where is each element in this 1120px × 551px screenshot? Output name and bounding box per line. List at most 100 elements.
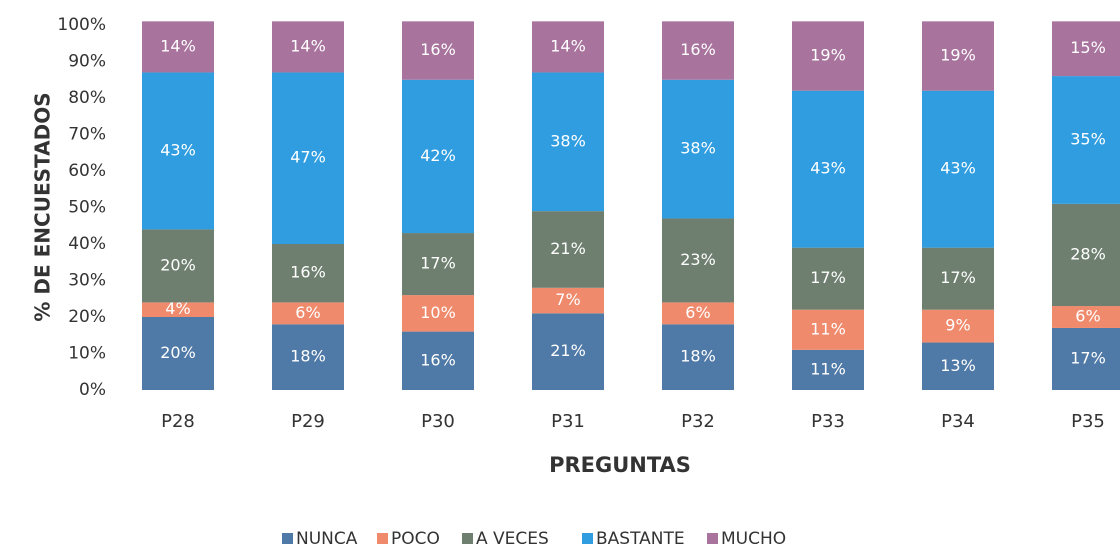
data-label: 17% (420, 254, 456, 273)
data-label: 16% (420, 350, 456, 369)
bar-segment (532, 287, 604, 314)
data-label: 6% (295, 303, 320, 322)
data-label: 16% (290, 263, 326, 282)
legend-swatch (377, 533, 388, 544)
data-label: 20% (160, 343, 196, 362)
y-tick-label: 90% (68, 52, 106, 72)
bar-segment (1052, 76, 1120, 204)
bar-segment (272, 21, 344, 73)
x-axis-label: PREGUNTAS (549, 453, 691, 477)
data-label: 43% (810, 159, 846, 178)
data-label: 42% (420, 146, 456, 165)
data-label: 18% (680, 347, 716, 366)
bar-segment (662, 218, 734, 303)
x-tick-label: P34 (941, 411, 975, 432)
bar-segment (142, 72, 214, 230)
x-tick-label: P35 (1071, 411, 1105, 432)
y-tick-label: 30% (68, 271, 106, 291)
data-label: 21% (550, 341, 586, 360)
bar-segment (662, 21, 734, 80)
data-label: 9% (945, 316, 970, 335)
y-tick-label: 100% (57, 15, 106, 35)
bar-segment (1052, 203, 1120, 307)
bar-segment (402, 331, 474, 390)
bar-segment (402, 295, 474, 332)
bar-segment (142, 317, 214, 390)
bar-segment (922, 247, 994, 310)
bar-segment (1052, 21, 1120, 77)
bar-segment (792, 21, 864, 91)
x-tick-label: P33 (811, 411, 845, 432)
bar-segment (922, 21, 994, 91)
y-tick-label: 70% (68, 125, 106, 145)
bar-segment (402, 233, 474, 296)
bar-segment (532, 72, 604, 212)
bar-segment (532, 313, 604, 390)
y-axis-label: % DE ENCUESTADOS (31, 92, 55, 321)
bar-segment (272, 72, 344, 244)
y-tick-label: 0% (79, 380, 106, 400)
data-label: 43% (940, 159, 976, 178)
bar-segment (1052, 306, 1120, 328)
x-tick-label: P29 (291, 411, 325, 432)
data-label: 11% (810, 359, 846, 378)
bar-segment (402, 79, 474, 234)
bar-segment (272, 324, 344, 390)
bar-segment (142, 229, 214, 303)
bar-segment (922, 342, 994, 390)
legend-label: MUCHO (721, 529, 786, 549)
bar-segment (402, 21, 474, 80)
bar-segment (922, 309, 994, 343)
data-label: 18% (290, 347, 326, 366)
bar-segment (662, 324, 734, 390)
data-label: 13% (940, 356, 976, 375)
data-label: 17% (1070, 348, 1106, 367)
bar-segment (792, 247, 864, 310)
data-label: 47% (290, 148, 326, 167)
x-tick-label: P32 (681, 411, 715, 432)
legend-label: NUNCA (296, 529, 358, 549)
x-tick-label: P30 (421, 411, 455, 432)
legend-swatch (582, 533, 593, 544)
bar-segment (532, 211, 604, 288)
data-label: 6% (1075, 307, 1100, 326)
data-label: 19% (940, 46, 976, 65)
data-label: 15% (1070, 38, 1106, 57)
data-label: 21% (550, 239, 586, 258)
legend-label: BASTANTE (596, 529, 685, 549)
bar-segment (1052, 327, 1120, 390)
y-tick-label: 10% (68, 344, 106, 364)
y-tick-label: 60% (68, 161, 106, 181)
x-tick-label: P31 (551, 411, 585, 432)
data-label: 4% (165, 299, 190, 318)
data-label: 11% (810, 319, 846, 338)
data-label: 19% (810, 46, 846, 65)
bar-segment (792, 90, 864, 248)
y-tick-label: 40% (68, 234, 106, 254)
bar-segment (142, 302, 214, 317)
data-label: 17% (810, 268, 846, 287)
data-label: 16% (420, 40, 456, 59)
bar-segment (792, 349, 864, 390)
data-label: 16% (680, 40, 716, 59)
data-label: 6% (685, 303, 710, 322)
bar-segment (272, 244, 344, 303)
data-label: 7% (555, 290, 580, 309)
legend-swatch (282, 533, 293, 544)
bar-segment (272, 302, 344, 325)
bar-segment (142, 21, 214, 73)
y-tick-label: 20% (68, 307, 106, 327)
data-label: 43% (160, 140, 196, 159)
legend-swatch (707, 533, 718, 544)
y-tick-label: 80% (68, 88, 106, 108)
bar-segment (662, 79, 734, 219)
legend-label: A VECES (476, 529, 549, 549)
data-label: 14% (550, 36, 586, 55)
bar-segment (922, 90, 994, 248)
data-label: 35% (1070, 129, 1106, 148)
data-label: 14% (290, 36, 326, 55)
bar-segment (532, 21, 604, 73)
data-label: 17% (940, 268, 976, 287)
bar-segment (662, 302, 734, 325)
